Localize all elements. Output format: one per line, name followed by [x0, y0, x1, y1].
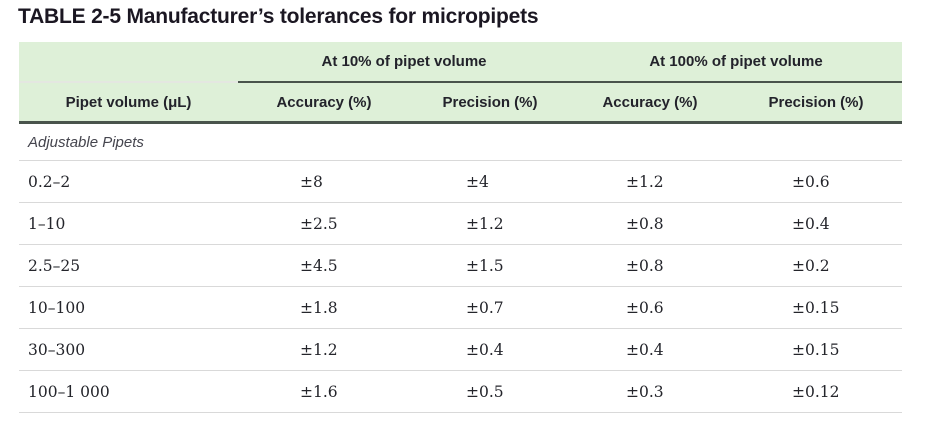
value-cell: ±0.5 — [410, 383, 570, 401]
value: ±0.2 — [792, 256, 830, 275]
header-cell-pipet-volume: Pipet volume (μL) — [65, 93, 192, 111]
value-cell: ±0.12 — [730, 383, 902, 401]
table-body: Adjustable Pipets 0.2–2 ±8 ±4 ±1.2 ±0.6 … — [19, 124, 902, 413]
value: ±0.4 — [792, 214, 830, 233]
value-cell: ±4.5 — [238, 257, 410, 275]
column-header-row: Pipet volume (μL) Accuracy (%) Precision… — [19, 83, 902, 121]
column-group-row: At 10% of pipet volume At 100% of pipet … — [19, 42, 902, 83]
value-cell: ±4 — [410, 173, 570, 191]
value-cell: ±0.15 — [730, 341, 902, 359]
row-label-cell: 1–10 — [28, 214, 66, 233]
value-cell: ±8 — [238, 173, 410, 191]
column-group-100pct: At 100% of pipet volume — [570, 42, 902, 83]
value: ±0.8 — [626, 256, 664, 275]
header-cell-precision-100: Precision (%) — [768, 93, 864, 111]
value-cell: ±0.8 — [570, 257, 730, 275]
row-label-cell: 0.2–2 — [28, 172, 71, 191]
value: ±0.6 — [792, 172, 830, 191]
table-title: TABLE 2-5 Manufacturer’s tolerances for … — [18, 5, 539, 28]
table-row: 10–100 ±1.8 ±0.7 ±0.6 ±0.15 — [19, 287, 902, 329]
header-cell-accuracy-10: Accuracy (%) — [276, 93, 372, 111]
value: ±4 — [466, 172, 489, 191]
value: ±0.4 — [466, 340, 504, 359]
value-cell: ±0.2 — [730, 257, 902, 275]
value: ±0.4 — [626, 340, 664, 359]
value: ±0.8 — [626, 214, 664, 233]
value: ±0.7 — [466, 298, 504, 317]
value-cell: ±1.2 — [238, 341, 410, 359]
value-cell: ±0.4 — [410, 341, 570, 359]
value: ±2.5 — [300, 214, 338, 233]
value: ±1.5 — [466, 256, 504, 275]
row-label-cell: 2.5–25 — [28, 256, 81, 275]
header-cell-accuracy-100: Accuracy (%) — [602, 93, 698, 111]
value-cell: ±0.15 — [730, 299, 902, 317]
value: ±0.6 — [626, 298, 664, 317]
section-label-row: Adjustable Pipets — [19, 124, 902, 161]
table-row: 1–10 ±2.5 ±1.2 ±0.8 ±0.4 — [19, 203, 902, 245]
value: ±8 — [300, 172, 323, 191]
value-cell: ±1.2 — [570, 173, 730, 191]
value: ±1.2 — [300, 340, 338, 359]
value: ±4.5 — [300, 256, 338, 275]
value-cell: ±0.6 — [570, 299, 730, 317]
value: ±0.12 — [792, 382, 840, 401]
value-cell: ±0.8 — [570, 215, 730, 233]
row-label-cell: 10–100 — [28, 298, 86, 317]
header-cell-precision-10: Precision (%) — [442, 93, 538, 111]
row-label-cell: 100–1 000 — [28, 382, 110, 401]
value-cell: ±0.7 — [410, 299, 570, 317]
value: ±0.15 — [792, 298, 840, 317]
value: ±1.6 — [300, 382, 338, 401]
value: ±1.2 — [626, 172, 664, 191]
value-cell: ±1.5 — [410, 257, 570, 275]
value-cell: ±1.2 — [410, 215, 570, 233]
value: ±1.2 — [466, 214, 504, 233]
tolerances-table: At 10% of pipet volume At 100% of pipet … — [19, 42, 902, 413]
table-row: 2.5–25 ±4.5 ±1.5 ±0.8 ±0.2 — [19, 245, 902, 287]
value-cell: ±0.4 — [730, 215, 902, 233]
table-row: 100–1 000 ±1.6 ±0.5 ±0.3 ±0.12 — [19, 371, 902, 413]
column-group-spacer — [19, 42, 238, 83]
value-cell: ±1.6 — [238, 383, 410, 401]
value-cell: ±0.3 — [570, 383, 730, 401]
table-row: 30–300 ±1.2 ±0.4 ±0.4 ±0.15 — [19, 329, 902, 371]
value: ±0.5 — [466, 382, 504, 401]
row-label-cell: 30–300 — [28, 340, 86, 359]
value-cell: ±0.4 — [570, 341, 730, 359]
value-cell: ±2.5 — [238, 215, 410, 233]
value: ±1.8 — [300, 298, 338, 317]
value-cell: ±0.6 — [730, 173, 902, 191]
table-row: 0.2–2 ±8 ±4 ±1.2 ±0.6 — [19, 161, 902, 203]
value: ±0.3 — [626, 382, 664, 401]
table-header: At 10% of pipet volume At 100% of pipet … — [19, 42, 902, 124]
value: ±0.15 — [792, 340, 840, 359]
value-cell: ±1.8 — [238, 299, 410, 317]
column-group-10pct: At 10% of pipet volume — [238, 42, 570, 83]
